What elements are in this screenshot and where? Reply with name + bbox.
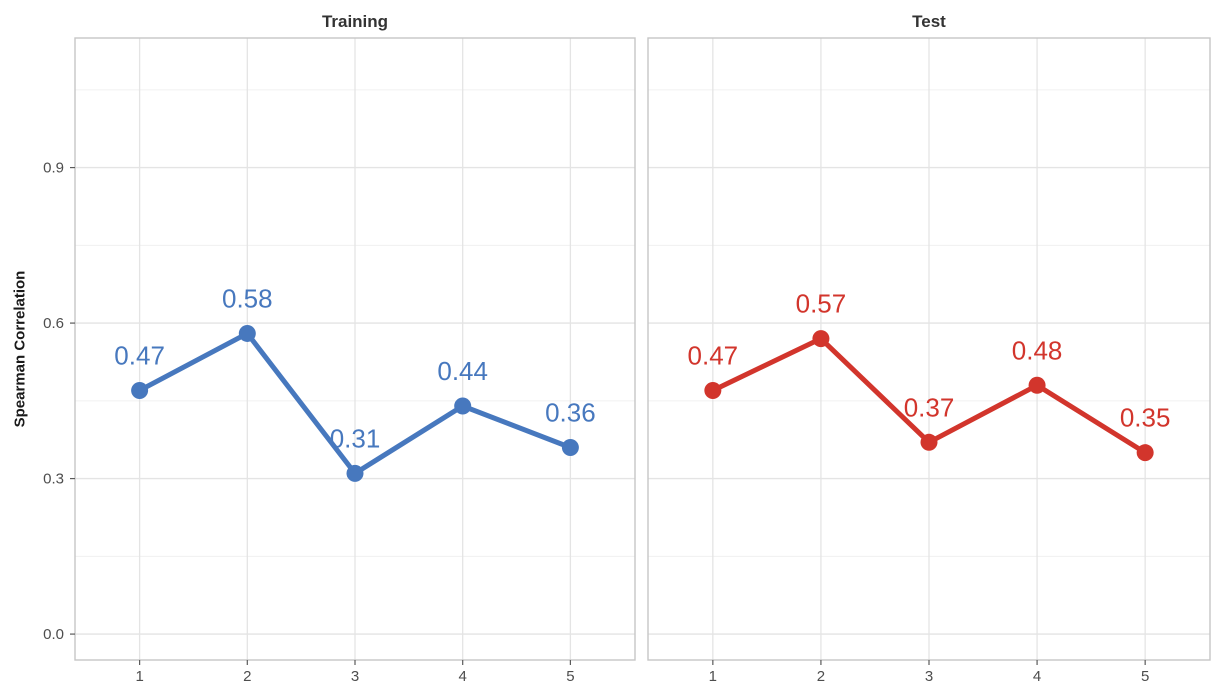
data-point [812, 330, 830, 348]
data-point [561, 438, 579, 456]
data-point-label: 0.47 [114, 340, 165, 370]
x-tick-label: 4 [1033, 668, 1041, 685]
y-axis-title: Spearman Correlation [11, 270, 29, 428]
data-point [346, 464, 364, 482]
y-tick-label: 0.0 [43, 626, 64, 643]
data-point [238, 324, 256, 342]
x-tick-label: 3 [351, 668, 359, 685]
x-tick-label: 3 [925, 668, 933, 685]
panel-test: 1 2 3 4 5 0.47 0.57 0.37 0.48 0.35 [647, 37, 1211, 685]
data-point-label: 0.48 [1012, 335, 1063, 365]
data-point [1136, 444, 1154, 462]
x-tick-label: 2 [817, 668, 825, 685]
data-point-label: 0.57 [796, 289, 847, 319]
data-point [704, 381, 722, 399]
data-point [1028, 376, 1046, 394]
data-point-label: 0.58 [222, 283, 273, 313]
x-tick-label: 2 [243, 668, 251, 685]
data-point [131, 381, 149, 399]
data-point-label: 0.36 [545, 397, 596, 427]
facet-title-training: Training [321, 12, 389, 31]
data-point-label: 0.47 [688, 340, 739, 370]
y-tick-label: 0.3 [43, 471, 64, 488]
x-tick-label: 1 [709, 668, 717, 685]
y-tick-label: 0.9 [43, 160, 64, 177]
x-tick-label: 1 [135, 668, 143, 685]
data-point [454, 397, 472, 415]
facet-title-test: Test [912, 12, 946, 31]
data-point [920, 433, 938, 451]
data-point-label: 0.37 [904, 392, 955, 422]
x-tick-label: 4 [459, 668, 467, 685]
panel-training: 1 2 3 4 5 0.0 0.3 0.6 0.9 0.47 0.58 0.31 0.44 0.36 [43, 37, 636, 685]
x-tick-label: 5 [566, 668, 574, 685]
x-tick-label: 5 [1141, 668, 1149, 685]
data-point-label: 0.44 [437, 356, 488, 386]
data-point-label: 0.31 [330, 423, 381, 453]
data-point-label: 0.35 [1120, 403, 1171, 433]
y-tick-label: 0.6 [43, 315, 64, 332]
